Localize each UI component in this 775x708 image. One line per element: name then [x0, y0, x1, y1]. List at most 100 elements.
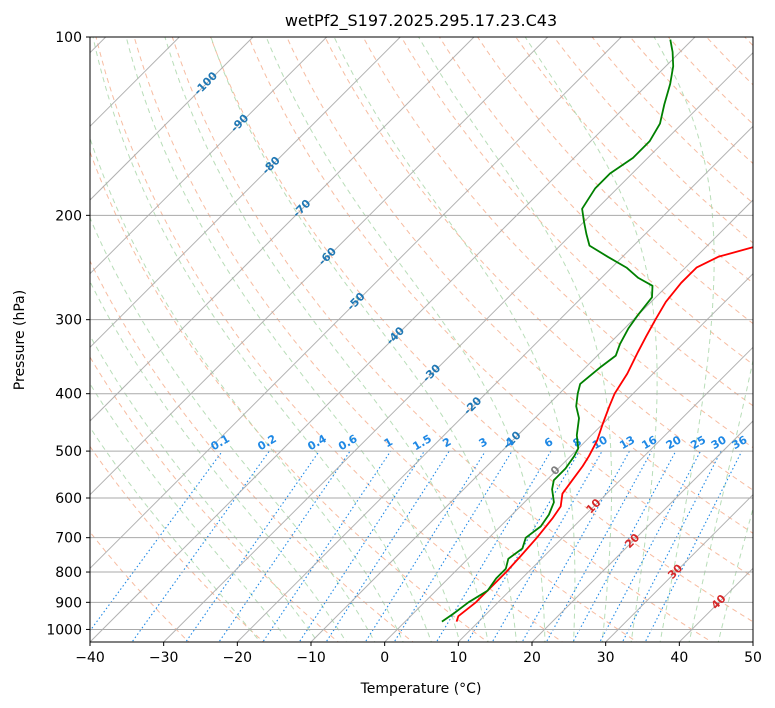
mixing-ratio-line [521, 450, 630, 642]
isotherm-line [90, 37, 401, 349]
mixing-ratio-line [491, 450, 603, 642]
x-tick-label: 40 [670, 650, 688, 666]
x-tick-label: −20 [223, 650, 253, 666]
isotherm-line [236, 125, 753, 642]
mixing-ratio-line [298, 450, 425, 642]
y-tick-label: 700 [55, 531, 82, 547]
mixing-ratio-label: 1 [382, 435, 395, 450]
dry-adiabat [324, 37, 753, 491]
moist-adiabat [90, 382, 290, 642]
isotherm-label: -90 [228, 111, 251, 134]
y-axis: 100 200 300 400 500 600 700 800 900 1000 [46, 30, 90, 638]
y-tick-label: 200 [55, 208, 82, 224]
moist-adiabat [90, 334, 319, 642]
y-tick-label: 100 [55, 30, 82, 46]
mixing-ratio-line [599, 450, 701, 642]
dry-adiabat [248, 37, 753, 578]
moist-adiabat [92, 37, 432, 642]
mixing-ratio-line [185, 450, 320, 642]
dry-adiabat [400, 37, 753, 407]
dry-adiabat [629, 37, 753, 165]
isotherm-line [752, 641, 753, 642]
x-tick-label: −40 [75, 650, 105, 666]
moist-adiabat [333, 37, 576, 642]
isotherm-line [90, 37, 696, 642]
mixing-ratio-label: 3 [477, 435, 490, 450]
dry-adiabat [515, 37, 753, 284]
mixing-ratio-label: 0.4 [305, 432, 329, 453]
dry-adiabat [171, 37, 713, 642]
mixing-ratio-label: 0.1 [208, 432, 231, 453]
x-tick-label: −10 [296, 650, 326, 666]
mixing-ratio-line [325, 450, 450, 642]
dry-adiabat [133, 37, 638, 642]
isotherm-line [531, 420, 753, 642]
isotherm-label: 30 [665, 561, 685, 581]
dry-adiabat [770, 24, 775, 645]
isotherm-line [90, 37, 475, 422]
dry-adiabat [744, 37, 753, 47]
x-tick-label: 10 [449, 650, 467, 666]
dry-adiabat [362, 37, 753, 449]
plot-frame [89, 36, 754, 643]
moist-adiabat [265, 37, 546, 642]
isotherm-line [90, 37, 549, 496]
isotherm-line [457, 346, 753, 642]
dry-adiabat [286, 37, 753, 534]
x-axis: −40 −30 −20 −10 0 10 20 30 40 50 [75, 642, 762, 666]
y-tick-label: 300 [55, 313, 82, 329]
dry-adiabat [438, 37, 753, 366]
mixing-ratio-label: 16 [639, 433, 659, 452]
moist-adiabat [418, 37, 613, 642]
isotherm-line [605, 493, 753, 642]
x-axis-label: Temperature (°C) [360, 681, 482, 697]
mixing-ratio-label: 25 [688, 433, 708, 452]
mixing-ratio-line [644, 450, 743, 642]
mixing-ratio-label: 2 [440, 435, 453, 450]
y-tick-label: 600 [55, 491, 82, 507]
dry-adiabat [90, 150, 489, 642]
mixing-ratio-label: 6 [542, 435, 555, 450]
moist-adiabat [653, 37, 715, 642]
moist-adiabat [210, 37, 518, 642]
mixing-ratio-label: 1.5 [411, 432, 434, 453]
temperature-line [455, 246, 753, 622]
mixing-ratio-label: 30 [709, 433, 729, 452]
moist-adiabat [90, 216, 376, 642]
isotherm-line [678, 567, 753, 642]
series [441, 39, 753, 623]
mixing-ratio-line [218, 450, 351, 642]
moist-adiabat [524, 37, 658, 642]
mixing-ratio-line [262, 450, 392, 642]
mixing-ratio-line [545, 450, 653, 642]
y-tick-label: 1000 [46, 622, 82, 638]
moist-adiabat [90, 136, 404, 642]
dry-adiabat [705, 37, 753, 86]
x-tick-label: 20 [523, 650, 541, 666]
dry-adiabat [90, 356, 340, 642]
mixing-ratio-label: 0.2 [255, 432, 278, 453]
mixing-ratio-label: 36 [730, 433, 750, 452]
x-tick-label: 0 [380, 650, 389, 666]
isotherm-line [384, 272, 753, 642]
isotherm-line [90, 37, 622, 570]
isotherm-line [90, 37, 328, 275]
moist-adiabat [90, 280, 347, 642]
mixing-ratio-line [90, 450, 223, 632]
isotherm-line [90, 37, 254, 201]
dry-adiabat [90, 445, 265, 642]
y-tick-label: 900 [55, 595, 82, 611]
grid [90, 37, 753, 642]
x-tick-label: 50 [744, 650, 762, 666]
mixing-ratio-line [393, 450, 513, 642]
dry-adiabat [90, 531, 190, 642]
isotherm-line [163, 51, 753, 642]
moist-adiabat [164, 37, 489, 642]
moist-adiabat [125, 37, 461, 642]
moist-adiabat [688, 358, 753, 642]
dewpoint-line [441, 39, 675, 623]
dry-adiabat [591, 37, 753, 204]
dry-adiabat [209, 37, 753, 623]
isotherm-label: -60 [316, 245, 339, 268]
mixing-ratio-line [364, 450, 486, 642]
